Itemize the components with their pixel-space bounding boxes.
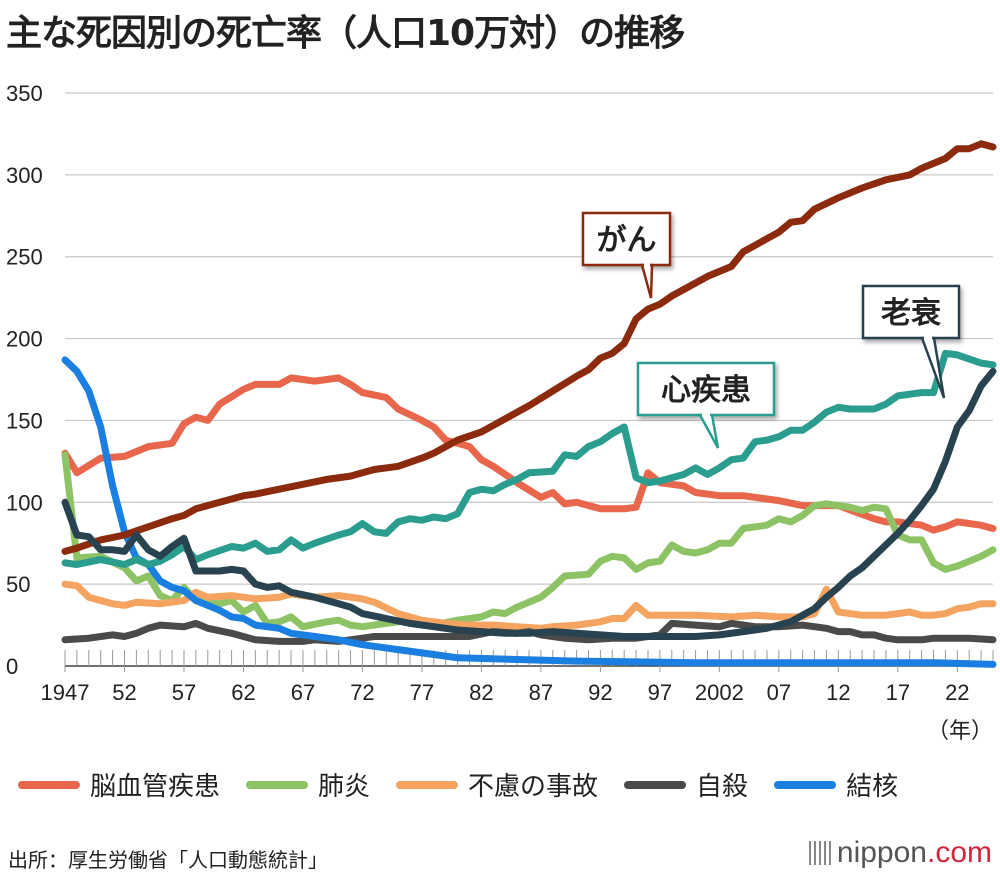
x-tick-label: 1947: [41, 680, 90, 705]
x-tick-label: 62: [231, 680, 255, 705]
y-tick-label: 250: [6, 245, 43, 270]
brand-tld: .com: [926, 836, 992, 869]
series-lines: [61, 140, 997, 668]
tally-bars-icon: [808, 841, 831, 865]
callout-senility: 老衰: [861, 284, 961, 399]
y-tick-label: 100: [6, 490, 43, 515]
callout-heart: 心疾患: [636, 361, 776, 449]
y-tick-label: 300: [6, 163, 43, 188]
legend-swatch: [624, 780, 687, 789]
x-tick-label: 57: [172, 680, 196, 705]
x-tick-label: 92: [588, 680, 612, 705]
legend-swatch: [774, 780, 837, 789]
axes: 0 50 100 150 200 250 300 350 1947 52 57 62 67 72 77 82 8…: [6, 81, 994, 744]
x-tick-label: 12: [826, 680, 850, 705]
callout-cancer: がん: [581, 211, 672, 299]
y-tick-label: 200: [6, 327, 43, 352]
series-line-heart: [61, 349, 997, 568]
x-axis-unit: （年）: [927, 719, 993, 744]
y-tick-label: 50: [6, 572, 30, 597]
legend-label: 不慮の事故: [468, 772, 599, 802]
legend: 脳血管疾患 肺炎 不慮の事故 自殺 結核: [18, 766, 924, 803]
legend-swatch: [18, 780, 80, 789]
callout-label: 老衰: [881, 296, 941, 331]
series-line-tuberculosis: [61, 356, 997, 668]
x-tick-label: 77: [410, 680, 434, 705]
callout-label: 心疾患: [661, 373, 751, 408]
series-line-senility: [61, 367, 997, 640]
legend-item-suicide: 自殺: [624, 766, 748, 803]
legend-label: 肺炎: [318, 772, 371, 802]
legend-label: 自殺: [696, 772, 749, 802]
legend-item-cerebrovascular: 脳血管疾患: [18, 766, 220, 803]
x-tick-label: 72: [350, 680, 374, 705]
x-tick-label: 87: [529, 680, 553, 705]
brand-name: nippon: [836, 836, 927, 869]
chart-title: 主な死因別の死亡率（人口10万対）の推移: [6, 13, 685, 54]
source-note: 出所：厚生労働省「人口動態統計」: [8, 848, 328, 872]
x-tick-label: 2002: [695, 680, 744, 705]
y-tick-label: 150: [6, 408, 43, 433]
legend-item-accident: 不慮の事故: [396, 766, 598, 803]
legend-label: 結核: [846, 772, 899, 802]
y-tick-label: 350: [6, 81, 43, 106]
x-tick-label: 67: [291, 680, 315, 705]
legend-item-pneumonia: 肺炎: [246, 766, 370, 803]
callout-label: がん: [597, 223, 657, 258]
x-tick-label: 82: [469, 680, 493, 705]
legend-label: 脳血管疾患: [90, 772, 221, 802]
x-tick-label: 22: [945, 680, 969, 705]
x-tick-label: 07: [767, 680, 791, 705]
x-tick-label: 97: [648, 680, 672, 705]
x-tick-label: 17: [886, 680, 910, 705]
legend-item-tuberculosis: 結核: [774, 766, 898, 803]
y-tick-label: 0: [6, 654, 18, 679]
legend-swatch: [246, 780, 309, 789]
series-line-accident: [61, 580, 997, 632]
brand-logo: nippon .com: [808, 836, 992, 870]
legend-swatch: [396, 780, 459, 789]
series-line-pneumonia: [61, 451, 997, 631]
x-tick-label: 52: [112, 680, 136, 705]
series-line-cancer: [61, 140, 997, 555]
